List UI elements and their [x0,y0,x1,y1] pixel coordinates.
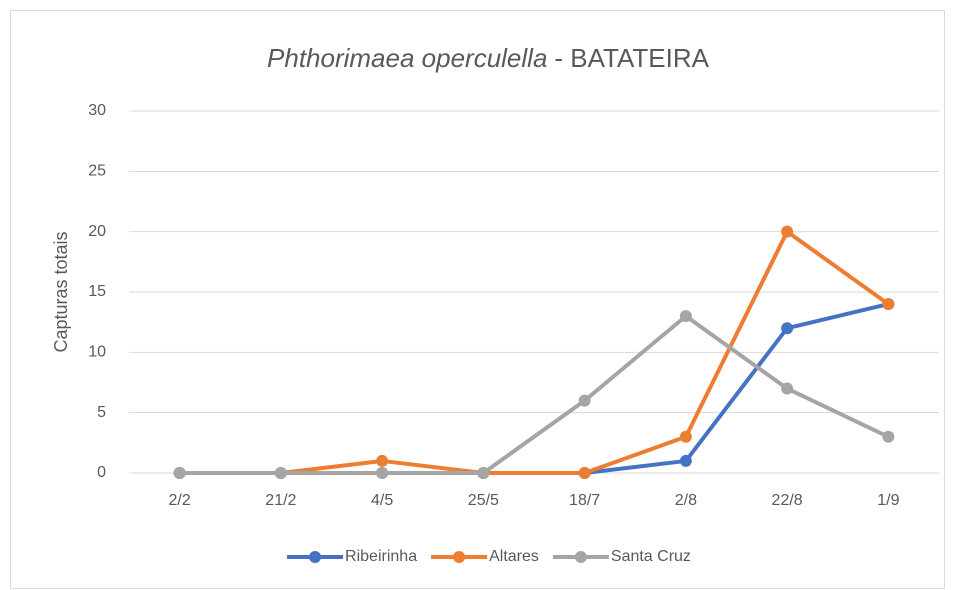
legend-label: Ribeirinha [345,548,417,565]
series-marker [679,454,692,467]
y-tick-label: 25 [88,163,106,180]
x-tick-label: 2/2 [169,492,191,509]
title-species: Phthorimaea operculella [267,43,547,73]
legend-marker [453,551,466,563]
y-tick-label: 10 [88,344,106,361]
series-marker [781,322,794,335]
series-marker [173,467,186,479]
series-marker [882,430,895,443]
series-marker [274,467,287,479]
x-tick-label: 4/5 [371,492,393,509]
legend-label: Altares [489,548,539,565]
series-marker [781,382,794,395]
legend-marker [574,551,587,563]
series-marker [477,467,490,479]
x-tick-label: 22/8 [772,492,803,509]
series-marker [679,310,692,323]
y-tick-label: 30 [88,102,106,119]
chart-title: Phthorimaea operculella - BATATEIRA [267,43,710,73]
series-marker [781,225,794,238]
legend-label: Santa Cruz [611,548,691,565]
title-rest: - BATATEIRA [554,43,709,73]
legend-marker [309,551,322,563]
x-tick-label: 18/7 [569,492,600,509]
series-marker [376,454,389,467]
series-marker [376,467,389,479]
y-tick-label: 0 [97,464,106,481]
series-marker [578,467,591,479]
series-line [179,314,890,475]
x-tick-label: 1/9 [877,492,899,509]
y-axis-label: Capturas totais [51,231,71,352]
y-tick-label: 15 [88,283,106,300]
x-tick-label: 21/2 [265,492,296,509]
chart-border [10,10,945,589]
x-tick-label: 25/5 [468,492,499,509]
series-marker [882,298,895,311]
series-line [179,229,890,475]
y-tick-label: 20 [88,223,106,240]
x-tick-label: 2/8 [675,492,697,509]
series-marker [578,394,591,407]
y-tick-label: 5 [97,404,106,421]
series-marker [679,430,692,443]
